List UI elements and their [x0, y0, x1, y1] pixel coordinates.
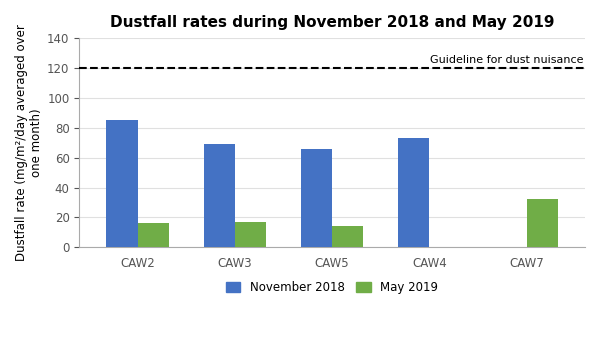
Bar	[398, 138, 430, 247]
Bar	[527, 199, 558, 247]
Bar	[301, 149, 332, 247]
Bar	[332, 226, 363, 247]
Bar	[106, 120, 137, 247]
Bar	[204, 144, 235, 247]
Title: Dustfall rates during November 2018 and May 2019: Dustfall rates during November 2018 and …	[110, 15, 554, 30]
Bar	[235, 222, 266, 247]
Bar	[137, 223, 169, 247]
Text: Guideline for dust nuisance: Guideline for dust nuisance	[430, 55, 583, 65]
Y-axis label: Dustfall rate (mg/m²/day averaged over
one month): Dustfall rate (mg/m²/day averaged over o…	[15, 24, 43, 261]
Legend: November 2018, May 2019: November 2018, May 2019	[220, 275, 444, 300]
